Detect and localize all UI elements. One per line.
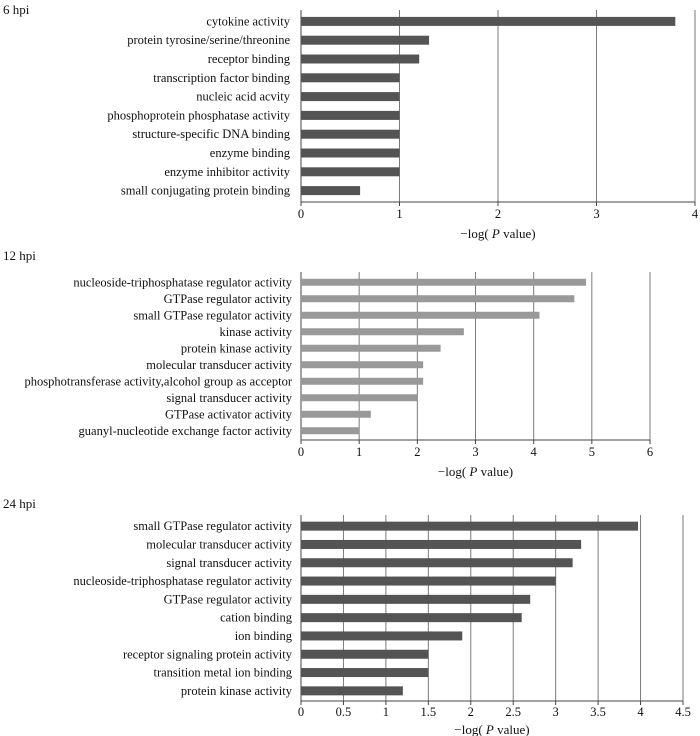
bar [301,344,441,352]
category-label: enzyme binding [210,146,291,160]
x-tick-label: 3 [472,445,478,459]
bar [301,576,556,586]
bar [301,410,371,418]
category-label: transition metal ion binding [153,666,292,680]
x-tick-label: 4 [692,207,699,221]
x-tick-label: 1 [396,207,402,221]
bar [301,110,400,120]
x-tick-label: 3.5 [590,705,606,719]
bar [301,73,400,83]
category-label: transcription factor binding [153,71,291,85]
bar [301,16,676,26]
category-label: small conjugating protein binding [121,184,291,198]
x-axis-title: −log( P value) [460,226,535,241]
category-label: nucleoside-triphosphatase regulator acti… [73,574,292,588]
bar [301,295,575,303]
category-label: nucleoside-triphosphatase regulator acti… [73,275,292,289]
category-label: kinase activity [219,325,292,339]
bar [301,148,400,158]
bar [301,613,522,623]
x-axis-title: −log( P value) [454,722,529,736]
x-tick-label: 0 [298,705,304,719]
bar [301,186,361,196]
bar [301,686,403,696]
category-label: enzyme inhibitor activity [164,165,290,179]
category-label: nucleic acid acvity [196,90,290,104]
x-axis-title: −log( P value) [438,464,513,479]
x-tick-label: 2 [468,705,474,719]
bar [301,427,360,435]
x-tick-label: 3 [593,207,599,221]
category-label: receptor signaling protein activity [123,647,293,661]
x-tick-label: 0 [298,445,304,459]
x-tick-label: 0.5 [336,705,352,719]
x-tick-label: 1 [383,705,389,719]
x-tick-label: 6 [647,445,653,459]
category-label: signal transducer activity [166,391,292,405]
category-label: cation binding [220,611,293,625]
bar [301,129,400,139]
category-label: molecular transducer activity [146,537,293,551]
bar [301,558,573,568]
x-tick-label: 1.5 [421,705,437,719]
x-tick-label: 0 [298,207,304,221]
category-label: phosphoprotein phosphatase activity [107,108,290,122]
x-tick-label: 2 [495,207,501,221]
bar [301,311,540,319]
category-label: protein kinase activity [181,341,293,355]
x-tick-label: 4 [531,445,538,459]
panel-title-12hpi: 12 hpi [3,248,36,263]
category-label: small GTPase regulator activity [133,308,292,322]
category-label: structure-specific DNA binding [132,127,290,141]
category-label: receptor binding [208,52,291,66]
x-tick-label: 4.5 [675,705,691,719]
category-label: GTPase regulator activity [164,592,293,606]
bar [301,92,400,102]
bar [301,594,531,604]
bar [301,539,582,549]
x-tick-label: 4 [637,705,644,719]
bar [301,649,429,659]
bar [301,328,464,336]
bar [301,377,424,385]
category-label: phosphotransferase activity,alcohol grou… [25,374,293,388]
bar [301,54,420,64]
x-tick-label: 5 [589,445,595,459]
category-label: protein kinase activity [181,684,293,698]
category-label: small GTPase regulator activity [133,519,292,533]
category-label: cytokine activity [206,14,290,28]
bar [301,668,429,678]
category-label: ion binding [235,629,293,643]
bar [301,35,430,45]
category-label: signal transducer activity [166,556,292,570]
category-label: protein tyrosine/serine/threonine [127,33,290,47]
category-label: GTPase regulator activity [164,292,293,306]
bar [301,631,463,641]
x-tick-label: 1 [356,445,362,459]
category-label: molecular transducer activity [146,358,293,372]
panel-title-6hpi: 6 hpi [3,2,30,17]
category-label: GTPase activator activity [165,407,293,421]
x-tick-label: 3 [553,705,559,719]
x-tick-label: 2.5 [505,705,521,719]
bar [301,278,587,286]
category-label: guanyl-nucleotide exchange factor activi… [79,424,293,438]
panel-title-24hpi: 24 hpi [3,496,36,511]
bar [301,167,400,177]
x-tick-label: 2 [414,445,420,459]
bar [301,361,424,369]
bar [301,521,639,531]
bar [301,394,418,402]
